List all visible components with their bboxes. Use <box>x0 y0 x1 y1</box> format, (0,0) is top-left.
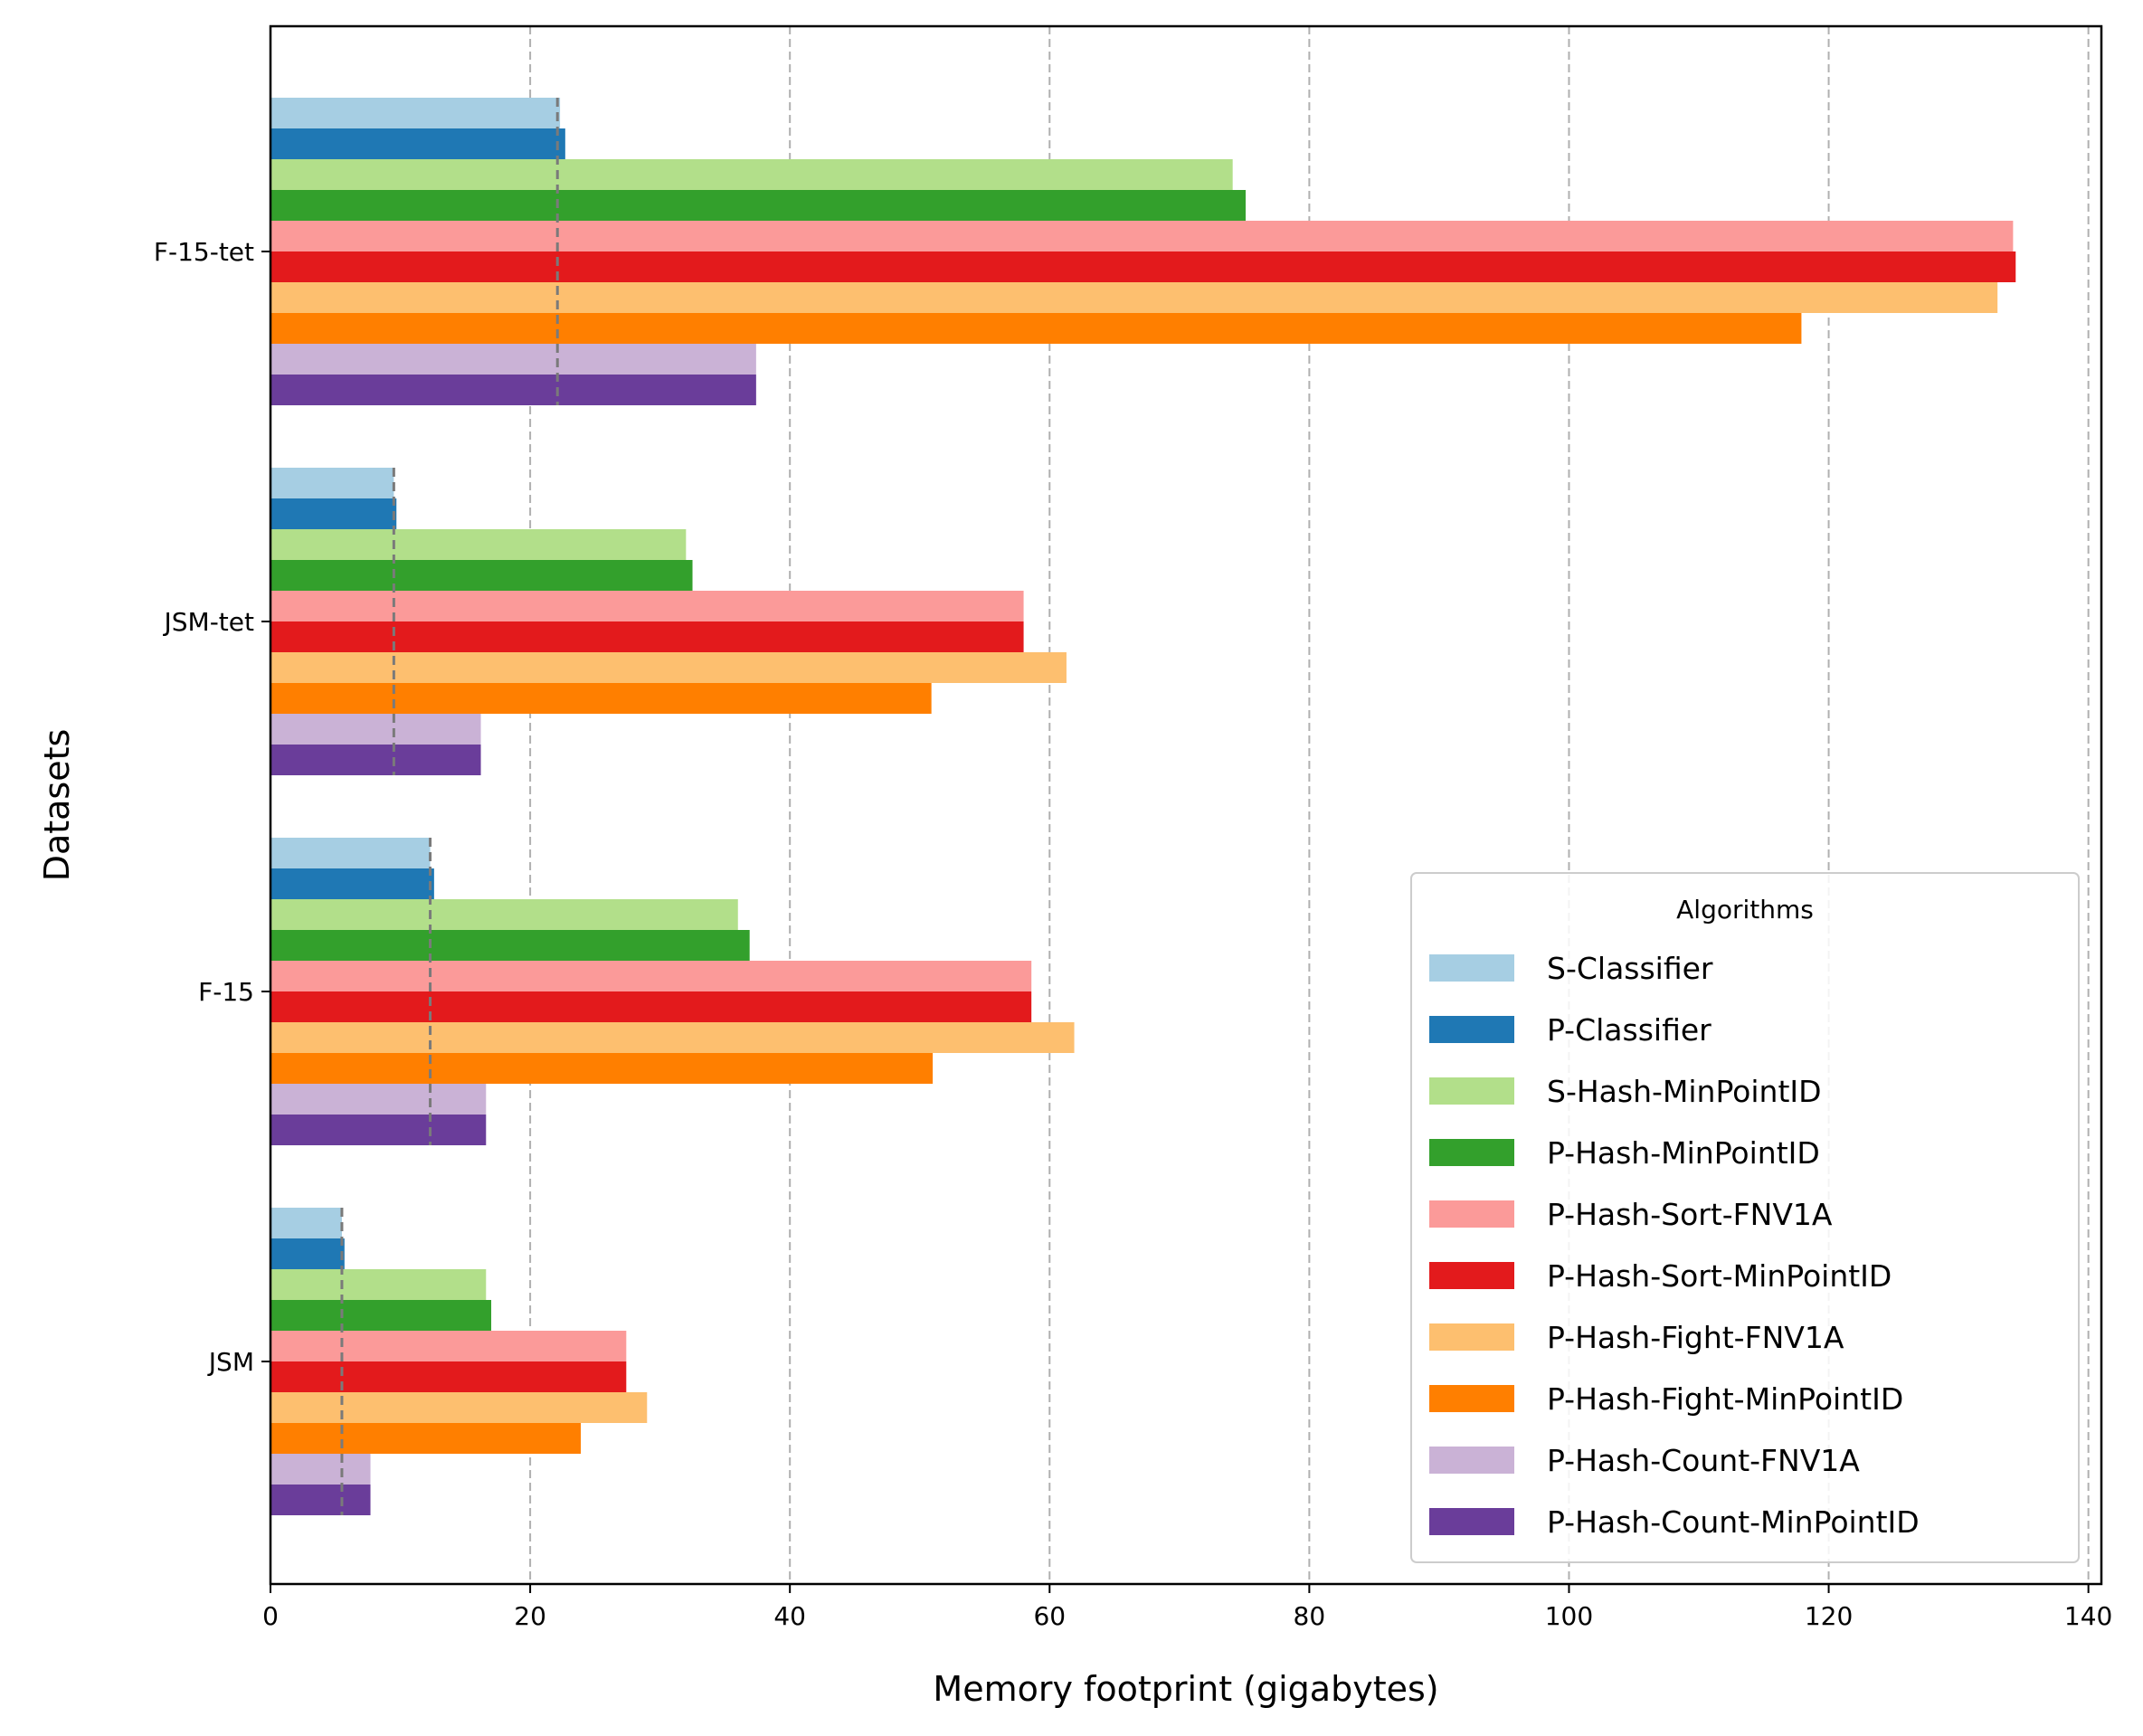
legend-label: P-Hash-Sort-MinPointID <box>1547 1258 1892 1294</box>
bar <box>270 375 756 405</box>
bar <box>270 838 431 868</box>
bar <box>270 221 2014 251</box>
legend-label: S-Hash-MinPointID <box>1547 1074 1822 1109</box>
bar <box>270 1331 627 1361</box>
bar <box>270 868 434 899</box>
bar <box>270 1115 487 1145</box>
bar <box>270 98 561 128</box>
y-axis-label: Datasets <box>37 729 77 882</box>
legend-swatch <box>1429 954 1514 982</box>
legend-swatch <box>1429 1200 1514 1228</box>
legend-swatch <box>1429 1139 1514 1166</box>
x-tick-label: 60 <box>1033 1601 1066 1631</box>
legend-label: P-Hash-Fight-FNV1A <box>1547 1320 1844 1355</box>
bar <box>270 159 1233 190</box>
bar <box>270 1238 345 1269</box>
bar <box>270 344 756 375</box>
bar <box>270 745 481 775</box>
legend: Algorithms S-Classifier P-Classifier S-Has… <box>1410 872 2080 1563</box>
y-axis-ticks: JSM F-15 JSM-tet F-15-tet <box>154 237 270 1377</box>
legend-swatch <box>1429 1016 1514 1043</box>
x-tick-label: 80 <box>1294 1601 1326 1631</box>
bar <box>270 899 738 930</box>
legend-label: P-Hash-Count-FNV1A <box>1547 1443 1860 1478</box>
x-tick-label: 40 <box>773 1601 806 1631</box>
bar <box>270 313 1802 344</box>
bar <box>270 591 1024 621</box>
bar <box>270 1208 342 1238</box>
bar <box>270 529 687 560</box>
bar <box>270 282 1998 313</box>
legend-swatch <box>1429 1262 1514 1289</box>
bar <box>270 560 693 591</box>
bar <box>270 714 481 745</box>
bar <box>270 621 1024 652</box>
bar <box>270 498 397 529</box>
bar <box>270 1423 582 1454</box>
legend-title: Algorithms <box>1676 895 1814 925</box>
legend-label: P-Hash-Count-MinPointID <box>1547 1504 1920 1540</box>
x-tick-label: 20 <box>514 1601 546 1631</box>
bar <box>270 1361 627 1392</box>
bar <box>270 652 1067 683</box>
bar <box>270 251 2016 282</box>
y-tick-label: JSM <box>207 1347 254 1377</box>
x-tick-label: 100 <box>1545 1601 1593 1631</box>
y-tick-label: JSM-tet <box>163 607 254 637</box>
legend-label: S-Classifier <box>1547 951 1713 986</box>
bar <box>270 1022 1075 1053</box>
bar <box>270 1269 487 1300</box>
legend-swatch <box>1429 1447 1514 1474</box>
x-tick-label: 120 <box>1805 1601 1853 1631</box>
legend-label: P-Hash-MinPointID <box>1547 1135 1820 1171</box>
bar <box>270 1300 492 1331</box>
bar <box>270 991 1032 1022</box>
y-tick-label: F-15-tet <box>154 237 254 267</box>
bar <box>270 683 932 714</box>
bar <box>270 1454 371 1485</box>
bar <box>270 468 394 498</box>
y-tick-label: F-15 <box>198 977 254 1007</box>
legend-label: P-Hash-Sort-FNV1A <box>1547 1197 1833 1232</box>
bar <box>270 1485 371 1515</box>
bar <box>270 1392 648 1423</box>
x-tick-label: 0 <box>262 1601 279 1631</box>
bar <box>270 930 750 961</box>
legend-swatch <box>1429 1508 1514 1535</box>
x-axis-label: Memory footprint (gigabytes) <box>933 1669 1438 1709</box>
plot-frame <box>269 24 2103 1586</box>
reference-lines <box>340 98 559 1515</box>
legend-swatch <box>1429 1385 1514 1412</box>
bar <box>270 1084 487 1115</box>
legend-frame <box>1410 872 2080 1563</box>
bar <box>270 1053 934 1084</box>
x-tick-label: 140 <box>2064 1601 2112 1631</box>
legend-label: P-Classifier <box>1547 1012 1712 1048</box>
bar <box>270 190 1247 221</box>
x-axis-ticks: 0 20 40 60 80 100 120 140 <box>262 1584 2112 1631</box>
bar <box>270 128 565 159</box>
legend-swatch <box>1429 1323 1514 1351</box>
bar <box>270 961 1032 991</box>
legend-label: P-Hash-Fight-MinPointID <box>1547 1381 1903 1417</box>
legend-swatch <box>1429 1077 1514 1105</box>
